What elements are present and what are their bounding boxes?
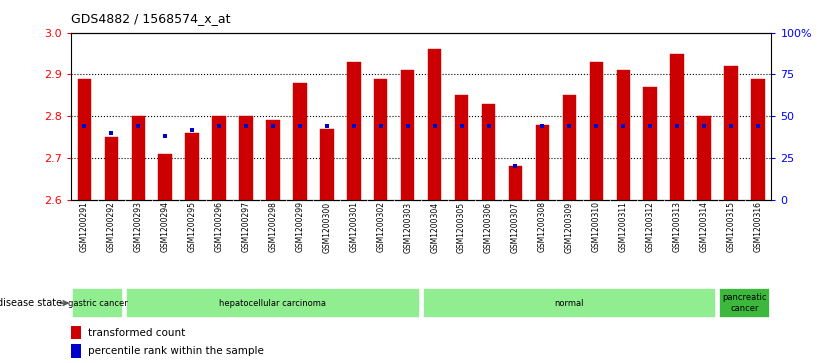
- Text: GSM1200310: GSM1200310: [592, 201, 600, 252]
- Text: GSM1200313: GSM1200313: [673, 201, 681, 252]
- Text: GSM1200304: GSM1200304: [430, 201, 440, 253]
- Text: percentile rank within the sample: percentile rank within the sample: [88, 346, 264, 356]
- Text: hepatocellular carcinoma: hepatocellular carcinoma: [219, 299, 326, 307]
- Text: GSM1200295: GSM1200295: [188, 201, 197, 252]
- Bar: [239, 116, 253, 200]
- Text: GSM1200308: GSM1200308: [538, 201, 547, 252]
- Bar: [71, 326, 82, 339]
- Text: GSM1200300: GSM1200300: [323, 201, 331, 253]
- Text: GSM1200314: GSM1200314: [700, 201, 709, 252]
- Bar: [132, 116, 145, 200]
- Bar: [126, 288, 420, 318]
- Bar: [751, 78, 765, 200]
- Text: disease state: disease state: [0, 298, 63, 308]
- Text: GSM1200299: GSM1200299: [295, 201, 304, 252]
- Bar: [185, 133, 198, 200]
- Text: GSM1200294: GSM1200294: [161, 201, 169, 252]
- Text: GSM1200306: GSM1200306: [484, 201, 493, 253]
- Text: GSM1200296: GSM1200296: [214, 201, 224, 252]
- Text: GDS4882 / 1568574_x_at: GDS4882 / 1568574_x_at: [71, 12, 230, 25]
- Bar: [266, 120, 279, 200]
- Text: GSM1200301: GSM1200301: [349, 201, 359, 252]
- Text: GSM1200302: GSM1200302: [376, 201, 385, 252]
- Bar: [697, 116, 711, 200]
- Bar: [455, 95, 469, 200]
- Text: GSM1200291: GSM1200291: [80, 201, 89, 252]
- Bar: [428, 49, 441, 200]
- Text: GSM1200309: GSM1200309: [565, 201, 574, 253]
- Bar: [671, 53, 684, 200]
- Bar: [78, 78, 91, 200]
- Text: GSM1200307: GSM1200307: [511, 201, 520, 253]
- Text: transformed count: transformed count: [88, 328, 186, 338]
- Bar: [563, 95, 576, 200]
- Text: GSM1200297: GSM1200297: [242, 201, 250, 252]
- Text: GSM1200316: GSM1200316: [753, 201, 762, 252]
- Text: pancreatic
cancer: pancreatic cancer: [722, 293, 766, 313]
- Bar: [71, 344, 82, 358]
- Bar: [719, 288, 770, 318]
- Bar: [535, 125, 549, 200]
- Text: GSM1200292: GSM1200292: [107, 201, 116, 252]
- Bar: [616, 70, 630, 200]
- Bar: [104, 137, 118, 200]
- Bar: [294, 83, 307, 200]
- Bar: [213, 116, 226, 200]
- Text: GSM1200315: GSM1200315: [726, 201, 736, 252]
- Bar: [509, 166, 522, 200]
- Bar: [374, 78, 388, 200]
- Bar: [158, 154, 172, 200]
- Text: GSM1200293: GSM1200293: [133, 201, 143, 252]
- Bar: [482, 103, 495, 200]
- Text: GSM1200305: GSM1200305: [457, 201, 466, 253]
- Bar: [724, 66, 738, 200]
- Bar: [590, 62, 603, 200]
- Text: GSM1200298: GSM1200298: [269, 201, 278, 252]
- Bar: [320, 129, 334, 200]
- Text: gastric cancer: gastric cancer: [68, 299, 128, 307]
- Text: GSM1200311: GSM1200311: [619, 201, 628, 252]
- Bar: [644, 87, 657, 200]
- Bar: [423, 288, 716, 318]
- Bar: [73, 288, 123, 318]
- Text: normal: normal: [555, 299, 584, 307]
- Bar: [401, 70, 414, 200]
- Bar: [347, 62, 360, 200]
- Text: GSM1200312: GSM1200312: [646, 201, 655, 252]
- Text: GSM1200303: GSM1200303: [403, 201, 412, 253]
